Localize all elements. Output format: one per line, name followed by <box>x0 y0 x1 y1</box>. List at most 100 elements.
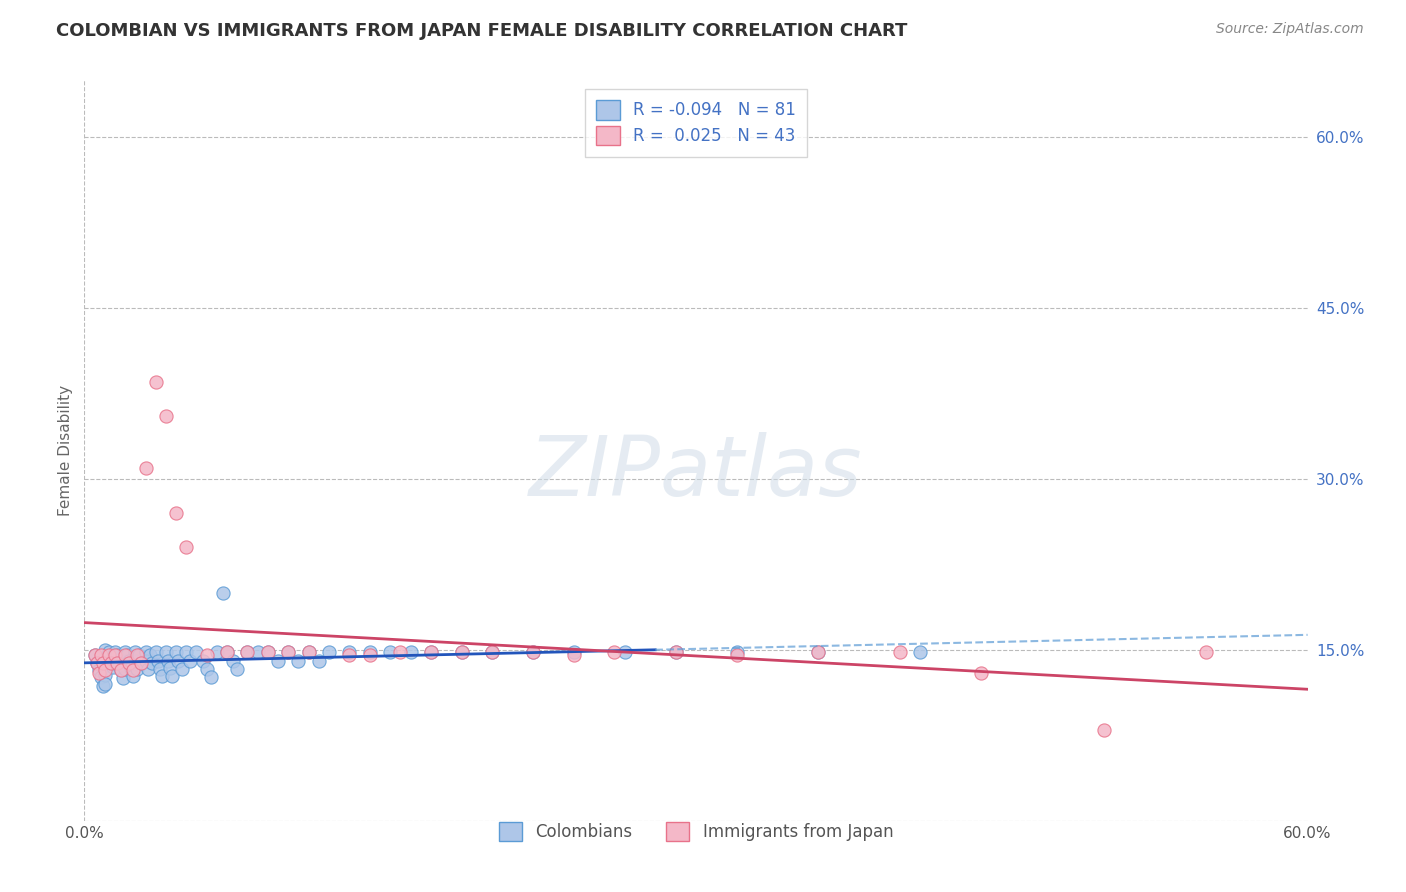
Point <box>603 645 626 659</box>
Point <box>110 663 132 677</box>
Point <box>118 654 141 668</box>
Point <box>172 662 194 676</box>
Point <box>118 657 141 671</box>
Point <box>93 642 115 657</box>
Point <box>146 654 169 668</box>
Point <box>318 645 340 659</box>
Point <box>93 650 115 665</box>
Point <box>562 648 585 663</box>
Point <box>481 645 503 659</box>
Point <box>120 661 142 675</box>
Point <box>135 460 157 475</box>
Point <box>165 645 187 659</box>
Legend: Colombians, Immigrants from Japan: Colombians, Immigrants from Japan <box>486 811 905 853</box>
Point <box>725 648 748 663</box>
Point <box>889 645 911 659</box>
Point <box>86 657 108 671</box>
Point <box>277 645 299 659</box>
Point <box>155 645 177 659</box>
Point <box>86 657 108 671</box>
Point <box>128 648 150 663</box>
Point <box>97 648 120 663</box>
Point <box>135 654 157 668</box>
Point <box>298 645 321 659</box>
Point <box>399 645 422 659</box>
Text: ZIPatlas: ZIPatlas <box>529 432 863 513</box>
Point <box>298 645 321 659</box>
Point <box>93 663 115 677</box>
Point <box>389 645 412 659</box>
Point <box>450 645 472 659</box>
Point <box>522 645 544 659</box>
Point <box>100 652 122 666</box>
Point <box>155 409 177 424</box>
Point <box>104 657 127 671</box>
Point <box>165 506 187 520</box>
Point <box>114 654 136 668</box>
Point <box>522 645 544 659</box>
Point <box>174 645 197 659</box>
Point <box>174 541 197 555</box>
Point <box>1195 645 1218 659</box>
Point <box>104 648 127 663</box>
Text: Source: ZipAtlas.com: Source: ZipAtlas.com <box>1216 22 1364 37</box>
Point <box>138 648 160 663</box>
Point <box>665 645 688 659</box>
Point <box>83 648 105 663</box>
Point <box>149 662 172 676</box>
Point <box>807 645 830 659</box>
Point <box>195 662 218 676</box>
Point <box>87 663 110 677</box>
Point <box>127 648 149 663</box>
Point <box>217 645 239 659</box>
Point <box>108 657 131 671</box>
Point <box>93 658 115 673</box>
Point <box>114 662 136 676</box>
Point <box>150 669 173 683</box>
Point <box>267 654 290 668</box>
Y-axis label: Female Disability: Female Disability <box>58 384 73 516</box>
Point <box>236 645 259 659</box>
Point <box>90 648 112 663</box>
Point <box>1092 723 1115 737</box>
Point <box>136 662 159 676</box>
Point <box>613 645 636 659</box>
Point <box>91 657 114 671</box>
Point <box>179 654 201 668</box>
Point <box>205 645 228 659</box>
Point <box>141 657 163 671</box>
Point <box>122 669 145 683</box>
Point <box>167 654 190 668</box>
Point <box>104 645 127 659</box>
Point <box>212 586 235 600</box>
Point <box>191 654 214 668</box>
Point <box>83 648 105 663</box>
Point <box>101 660 124 674</box>
Point <box>105 648 128 663</box>
Point <box>114 645 136 659</box>
Point <box>156 654 179 668</box>
Text: COLOMBIAN VS IMMIGRANTS FROM JAPAN FEMALE DISABILITY CORRELATION CHART: COLOMBIAN VS IMMIGRANTS FROM JAPAN FEMAL… <box>56 22 908 40</box>
Point <box>105 657 128 671</box>
Point <box>420 645 443 659</box>
Point <box>665 645 688 659</box>
Point <box>122 663 145 677</box>
Point <box>257 645 280 659</box>
Point <box>359 645 381 659</box>
Point <box>339 648 361 663</box>
Point <box>186 645 208 659</box>
Point <box>110 663 132 677</box>
Point <box>112 671 135 685</box>
Point <box>222 654 245 668</box>
Point <box>135 645 157 659</box>
Point <box>145 645 167 659</box>
Point <box>131 657 153 671</box>
Point <box>91 679 114 693</box>
Point <box>93 668 115 682</box>
Point <box>807 645 830 659</box>
Point <box>277 645 299 659</box>
Point <box>236 645 259 659</box>
Point <box>562 645 585 659</box>
Point <box>217 645 239 659</box>
Point <box>910 645 932 659</box>
